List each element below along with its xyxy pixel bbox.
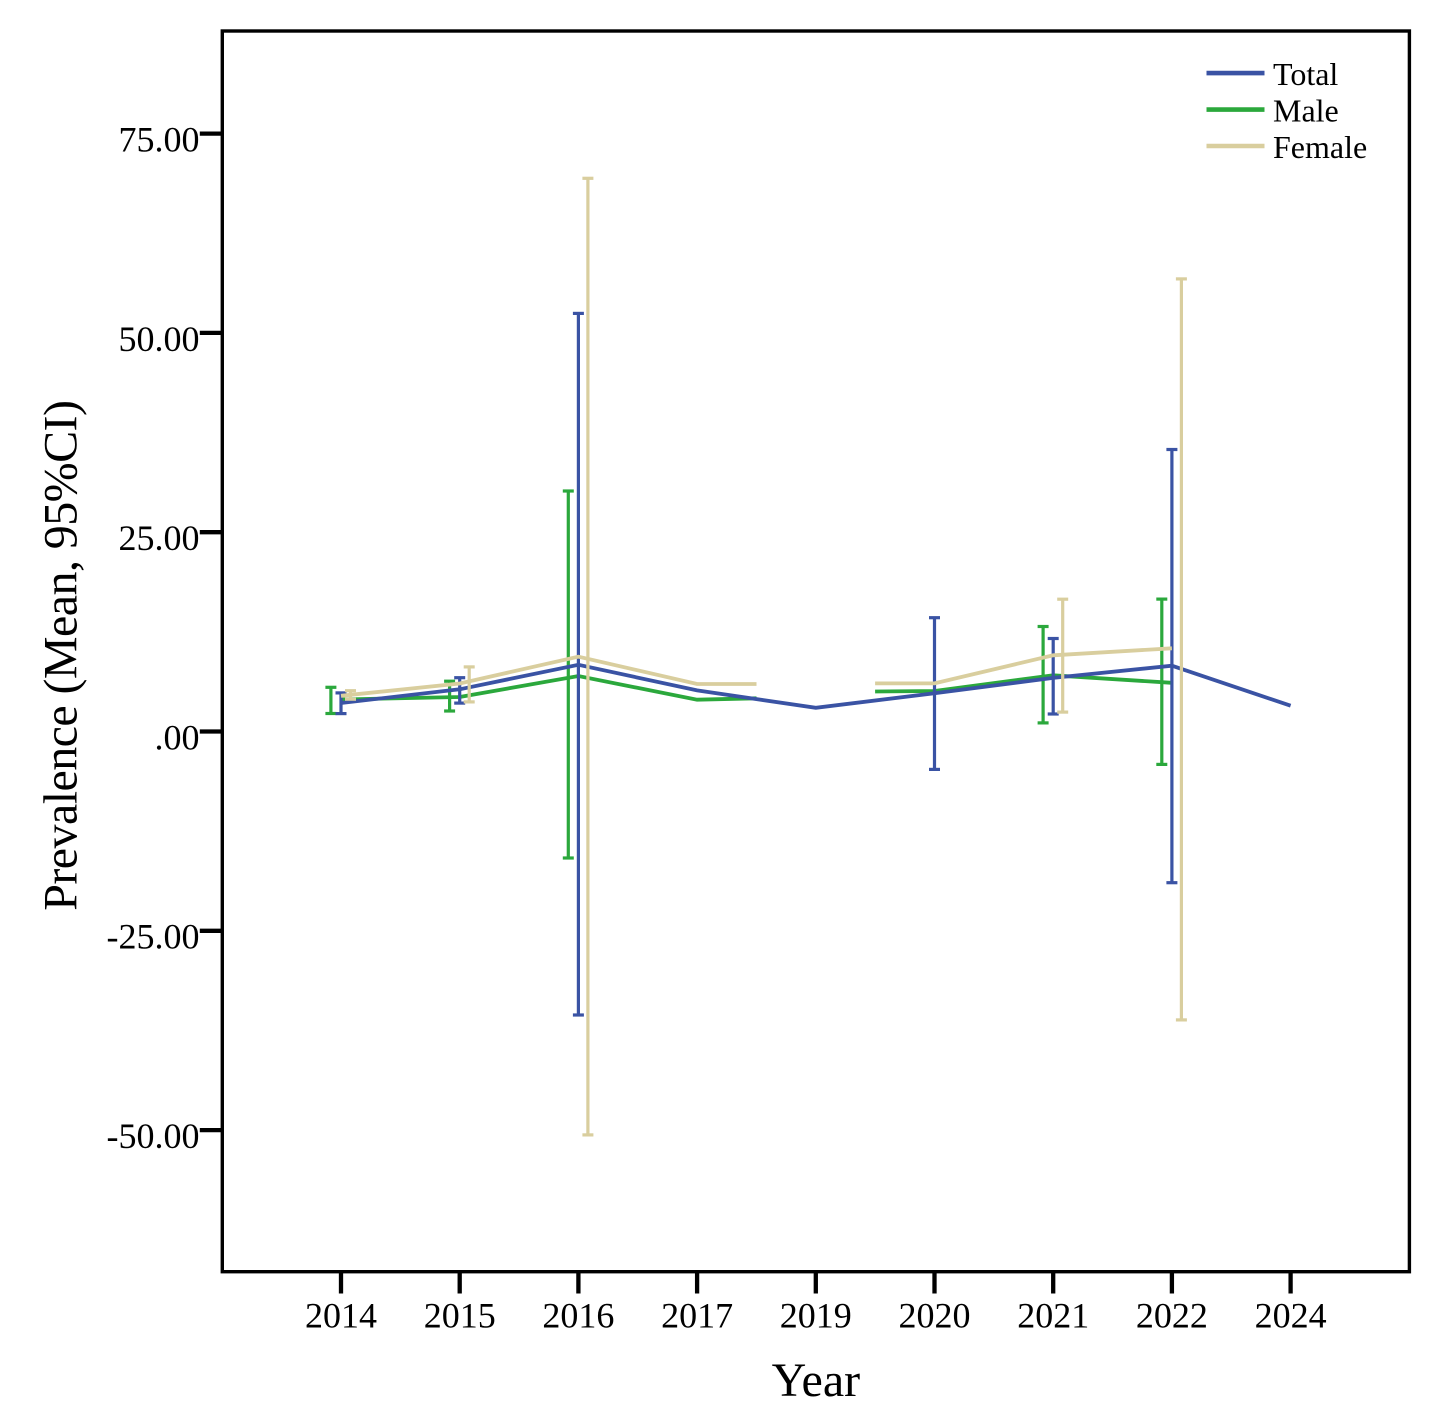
svg-text:50.00: 50.00 bbox=[119, 319, 200, 359]
svg-text:-25.00: -25.00 bbox=[107, 917, 200, 957]
svg-text:2016: 2016 bbox=[542, 1296, 614, 1336]
svg-text:75.00: 75.00 bbox=[119, 120, 200, 160]
svg-text:.00: .00 bbox=[155, 717, 200, 757]
svg-text:Year: Year bbox=[772, 1354, 860, 1407]
svg-text:-50.00: -50.00 bbox=[107, 1116, 200, 1156]
svg-text:2022: 2022 bbox=[1136, 1296, 1208, 1336]
svg-text:2020: 2020 bbox=[899, 1296, 971, 1336]
svg-text:2017: 2017 bbox=[661, 1296, 733, 1336]
svg-text:25.00: 25.00 bbox=[119, 518, 200, 558]
svg-text:Prevalence (Mean, 95%CI): Prevalence (Mean, 95%CI) bbox=[34, 401, 87, 911]
svg-text:2021: 2021 bbox=[1017, 1296, 1089, 1336]
svg-text:2024: 2024 bbox=[1255, 1296, 1327, 1336]
svg-text:Female: Female bbox=[1273, 129, 1367, 165]
svg-text:2015: 2015 bbox=[424, 1296, 496, 1336]
svg-text:Total: Total bbox=[1273, 56, 1338, 92]
svg-text:2014: 2014 bbox=[305, 1296, 377, 1336]
svg-text:Male: Male bbox=[1273, 92, 1339, 128]
svg-text:2019: 2019 bbox=[780, 1296, 852, 1336]
